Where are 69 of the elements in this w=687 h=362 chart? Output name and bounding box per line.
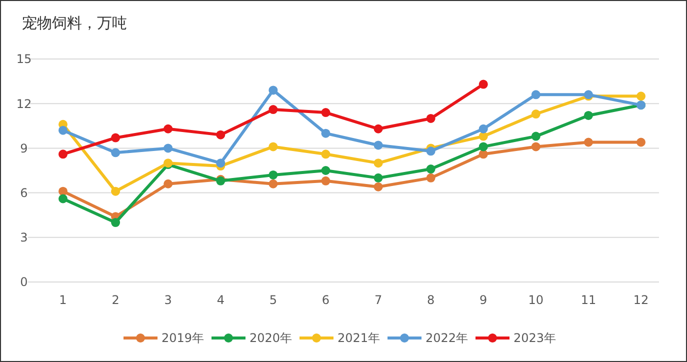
point xyxy=(321,128,330,138)
legend-label: 2020年 xyxy=(250,331,292,346)
point xyxy=(164,124,173,134)
point xyxy=(374,124,383,134)
point xyxy=(58,150,68,159)
point xyxy=(426,114,436,123)
x-tick-label: 9 xyxy=(480,293,488,307)
x-tick-label: 10 xyxy=(528,293,544,307)
point xyxy=(216,158,226,168)
point xyxy=(58,186,68,196)
x-tick-label: 3 xyxy=(164,293,172,307)
point xyxy=(531,110,540,119)
point xyxy=(426,164,436,174)
point xyxy=(584,110,593,120)
point xyxy=(268,170,278,180)
point xyxy=(321,166,330,175)
x-tick-label: 8 xyxy=(427,293,435,307)
point xyxy=(374,182,383,192)
point xyxy=(164,144,173,153)
x-tick-label: 7 xyxy=(374,293,382,307)
point xyxy=(268,179,278,188)
point xyxy=(478,142,488,152)
point xyxy=(321,176,330,186)
point xyxy=(268,105,278,114)
point xyxy=(531,142,540,152)
point xyxy=(426,173,436,182)
y-tick-label: 15 xyxy=(16,52,32,66)
point xyxy=(636,92,646,101)
point xyxy=(58,126,68,135)
point xyxy=(111,148,120,158)
point xyxy=(321,150,330,159)
x-tick-label: 4 xyxy=(216,293,224,307)
x-tick-label: 12 xyxy=(633,293,649,307)
point xyxy=(478,132,488,141)
point xyxy=(531,132,540,141)
point xyxy=(321,108,330,118)
point xyxy=(111,218,120,228)
point xyxy=(478,150,488,159)
point xyxy=(478,80,488,89)
x-tick-label: 5 xyxy=(269,293,277,307)
x-tick-label: 1 xyxy=(59,293,67,307)
point xyxy=(531,90,540,100)
y-tick-label: 12 xyxy=(16,96,32,111)
y-tick-label: 6 xyxy=(20,186,28,200)
point xyxy=(216,130,226,140)
point xyxy=(374,140,383,150)
point xyxy=(584,138,593,147)
legend-label: 2023年 xyxy=(514,331,556,346)
point xyxy=(58,194,68,204)
legend-label: 2022年 xyxy=(426,331,468,346)
point xyxy=(374,173,383,182)
point xyxy=(374,158,383,168)
point xyxy=(426,146,436,156)
x-tick-label: 6 xyxy=(322,293,330,307)
point xyxy=(268,142,278,152)
y-tick-label: 3 xyxy=(20,230,28,245)
x-tick-label: 2 xyxy=(112,293,120,307)
point xyxy=(111,133,120,142)
point xyxy=(164,179,173,188)
point xyxy=(111,186,120,196)
chart-title: 宠物饲料，万吨 xyxy=(22,14,127,32)
point xyxy=(268,86,278,95)
point xyxy=(636,138,646,147)
point xyxy=(478,124,488,134)
y-tick-label: 0 xyxy=(20,275,28,290)
y-tick-label: 9 xyxy=(20,141,28,156)
legend-label: 2019年 xyxy=(162,331,204,346)
x-tick-label: 11 xyxy=(580,293,596,307)
legend-label: 2021年 xyxy=(338,331,380,346)
